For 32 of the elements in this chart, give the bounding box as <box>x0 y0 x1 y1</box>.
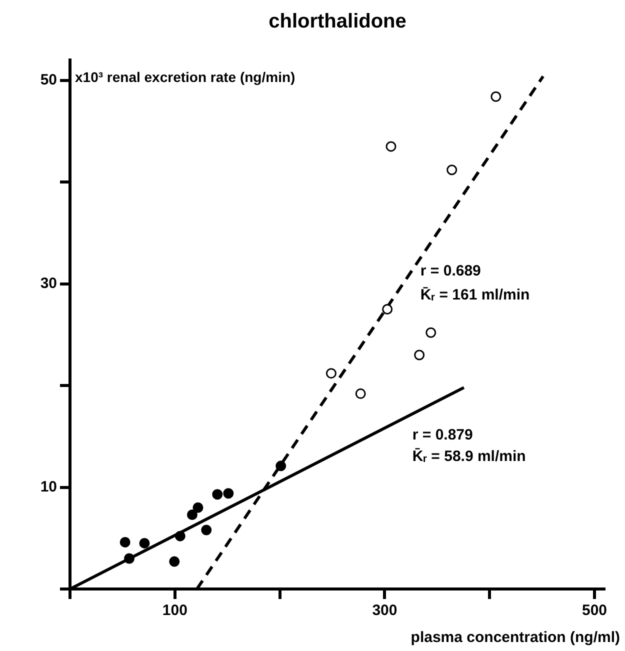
x-axis-title: plasma concentration (ng/ml) <box>410 629 620 646</box>
point <box>124 553 135 564</box>
point <box>201 524 212 536</box>
y-axis-title: x10³ renal excretion rate (ng/min) <box>75 69 296 86</box>
point <box>223 488 234 499</box>
annotation: K̄ᵣ = 58.9 ml/min <box>412 448 526 465</box>
annotation: r = 0.689 <box>420 262 481 280</box>
point <box>355 388 366 399</box>
chart-title: chlorthalidone <box>268 10 406 33</box>
y-tick-label: 30 <box>40 274 57 292</box>
point <box>174 530 186 542</box>
point <box>276 460 286 472</box>
point <box>446 164 458 176</box>
x-tick-label: 500 <box>582 602 608 620</box>
point <box>169 556 180 567</box>
point <box>326 368 336 379</box>
point <box>414 350 425 360</box>
x-tick-label: 100 <box>162 602 188 620</box>
point <box>186 509 198 520</box>
point <box>490 91 502 102</box>
point <box>139 538 150 548</box>
x-tick-label: 300 <box>372 602 398 620</box>
annotation: K̄ᵣ = 161 ml/min <box>420 286 530 304</box>
point <box>386 141 396 152</box>
y-tick-label: 10 <box>40 478 57 496</box>
point <box>212 489 223 500</box>
point <box>192 502 204 513</box>
annotation: r = 0.879 <box>412 426 473 444</box>
point <box>382 304 393 314</box>
point <box>120 536 130 548</box>
point <box>426 327 436 338</box>
y-tick-label: 50 <box>40 71 57 88</box>
